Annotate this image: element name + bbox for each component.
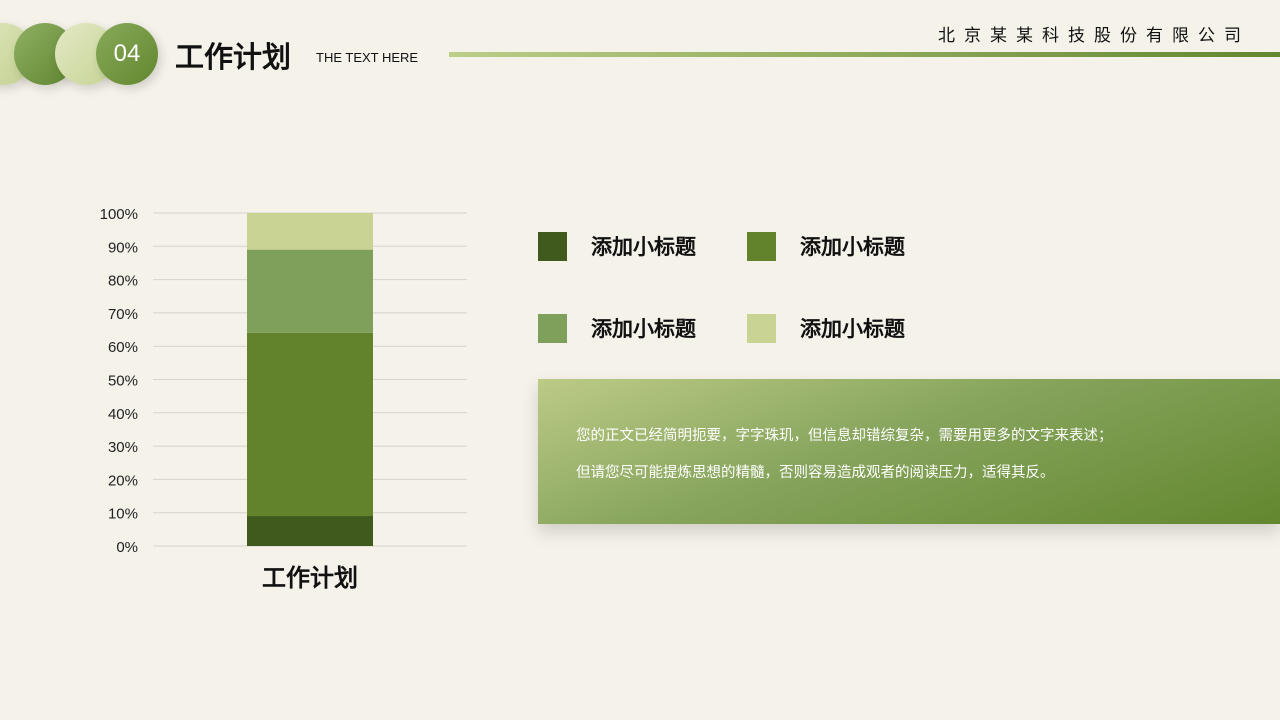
y-tick-label: 80% bbox=[108, 273, 138, 290]
legend-swatch bbox=[538, 313, 567, 343]
y-tick-label: 60% bbox=[108, 339, 138, 356]
legend-item: 添加小标题 bbox=[538, 231, 696, 261]
bar-segment bbox=[247, 332, 373, 517]
legend-swatch bbox=[538, 231, 567, 261]
y-tick-label: 100% bbox=[100, 206, 138, 223]
legend-item: 添加小标题 bbox=[747, 313, 905, 343]
y-tick-label: 70% bbox=[108, 306, 138, 323]
bar-segment bbox=[247, 249, 373, 333]
page-title: 工作计划 bbox=[175, 40, 292, 74]
x-category-label: 工作计划 bbox=[262, 564, 358, 592]
body-text-line: 但请您尽可能提炼思想的精髓，否则容易造成观者的阅读压力，适得其反。 bbox=[576, 465, 1055, 481]
y-tick-label: 10% bbox=[108, 506, 138, 523]
body-text-box: 您的正文已经简明扼要，字字珠玑，但信息却错综复杂，需要用更多的文字来表述； 但请… bbox=[538, 379, 1280, 524]
header-divider bbox=[449, 52, 1280, 57]
bar-segment bbox=[247, 213, 373, 250]
legend-swatch bbox=[747, 313, 776, 343]
legend-item: 添加小标题 bbox=[747, 231, 905, 261]
bar-segment bbox=[247, 516, 373, 546]
y-tick-label: 40% bbox=[108, 406, 138, 423]
legend-label: 添加小标题 bbox=[800, 235, 905, 259]
y-tick-label: 20% bbox=[108, 472, 138, 489]
body-text-line: 您的正文已经简明扼要，字字珠玑，但信息却错综复杂，需要用更多的文字来表述； bbox=[576, 428, 1113, 444]
legend-label: 添加小标题 bbox=[800, 317, 905, 341]
legend-label: 添加小标题 bbox=[591, 317, 696, 341]
legend-swatch bbox=[747, 231, 776, 261]
legend-item: 添加小标题 bbox=[538, 313, 696, 343]
stacked-bar-chart: 0% 10% 20% 30% 40% 50% 60% 70% 80% 90% 100% 工作计划 bbox=[100, 206, 467, 592]
y-tick-label: 0% bbox=[116, 539, 138, 556]
y-tick-label: 50% bbox=[108, 373, 138, 390]
company-name: 北京某某科技股份有限公司 bbox=[938, 26, 1250, 46]
section-number: 04 bbox=[96, 23, 158, 85]
legend-label: 添加小标题 bbox=[591, 235, 696, 259]
y-tick-label: 90% bbox=[108, 239, 138, 256]
y-tick-label: 30% bbox=[108, 439, 138, 456]
page-subtitle: THE TEXT HERE bbox=[316, 50, 419, 65]
